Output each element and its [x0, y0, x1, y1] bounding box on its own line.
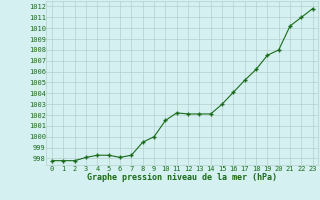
X-axis label: Graphe pression niveau de la mer (hPa): Graphe pression niveau de la mer (hPa)	[87, 173, 277, 182]
